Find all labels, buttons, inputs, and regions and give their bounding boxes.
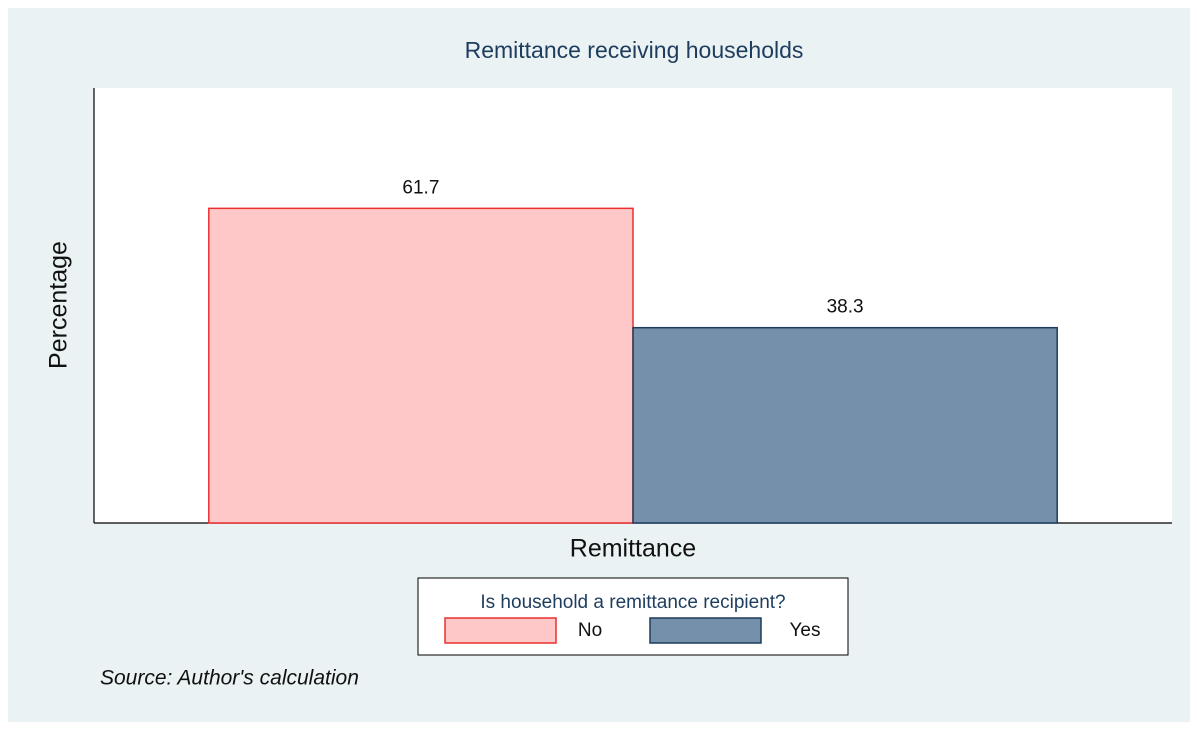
y-axis-label: Percentage: [45, 241, 73, 369]
legend-title: Is household a remittance recipient?: [480, 592, 785, 613]
legend-swatch: [444, 617, 557, 644]
legend-label: No: [578, 620, 602, 641]
note: Source: Author's calculation: [100, 667, 359, 690]
legend-label: Yes: [790, 620, 821, 641]
bar: [208, 207, 634, 524]
data-label: 38.3: [827, 297, 864, 318]
data-label: 61.7: [402, 177, 439, 198]
bar: [632, 326, 1058, 524]
x-axis-label: Remittance: [570, 535, 696, 563]
legend-swatch: [649, 617, 762, 644]
chart-title: Remittance receiving households: [465, 37, 804, 63]
